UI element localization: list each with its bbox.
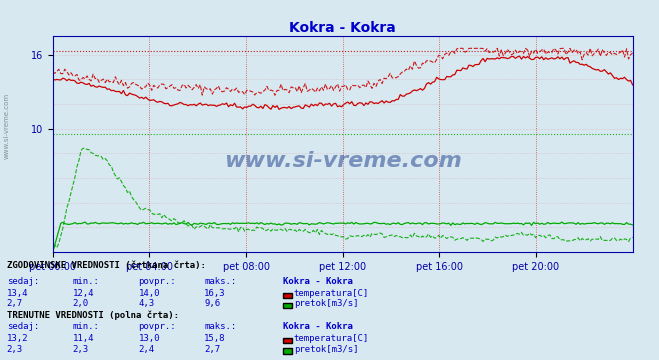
Text: 2,3: 2,3 xyxy=(7,345,22,354)
Text: temperatura[C]: temperatura[C] xyxy=(294,289,369,298)
Text: 2,4: 2,4 xyxy=(138,345,154,354)
Text: ZGODOVINSKE VREDNOSTI (črtkana črta):: ZGODOVINSKE VREDNOSTI (črtkana črta): xyxy=(7,261,206,270)
Text: min.:: min.: xyxy=(72,323,100,332)
Title: Kokra - Kokra: Kokra - Kokra xyxy=(289,21,396,35)
Text: 2,7: 2,7 xyxy=(204,345,220,354)
Text: povpr.:: povpr.: xyxy=(138,323,176,332)
Text: 16,3: 16,3 xyxy=(204,289,226,298)
Text: maks.:: maks.: xyxy=(204,323,237,332)
Text: min.:: min.: xyxy=(72,278,100,287)
Text: 13,2: 13,2 xyxy=(7,334,28,343)
Text: 13,0: 13,0 xyxy=(138,334,160,343)
Text: 4,3: 4,3 xyxy=(138,299,154,308)
Text: maks.:: maks.: xyxy=(204,278,237,287)
Text: pretok[m3/s]: pretok[m3/s] xyxy=(294,299,358,308)
Text: sedaj:: sedaj: xyxy=(7,323,39,332)
Text: Kokra - Kokra: Kokra - Kokra xyxy=(283,323,353,332)
Text: 2,0: 2,0 xyxy=(72,299,88,308)
Text: povpr.:: povpr.: xyxy=(138,278,176,287)
Text: 15,8: 15,8 xyxy=(204,334,226,343)
Text: 2,7: 2,7 xyxy=(7,299,22,308)
Text: temperatura[C]: temperatura[C] xyxy=(294,334,369,343)
Text: 11,4: 11,4 xyxy=(72,334,94,343)
Text: www.si-vreme.com: www.si-vreme.com xyxy=(3,93,9,159)
Text: pretok[m3/s]: pretok[m3/s] xyxy=(294,345,358,354)
Text: 12,4: 12,4 xyxy=(72,289,94,298)
Text: Kokra - Kokra: Kokra - Kokra xyxy=(283,278,353,287)
Text: 2,3: 2,3 xyxy=(72,345,88,354)
Text: 14,0: 14,0 xyxy=(138,289,160,298)
Text: 9,6: 9,6 xyxy=(204,299,220,308)
Text: TRENUTNE VREDNOSTI (polna črta):: TRENUTNE VREDNOSTI (polna črta): xyxy=(7,310,179,320)
Text: 13,4: 13,4 xyxy=(7,289,28,298)
Text: sedaj:: sedaj: xyxy=(7,278,39,287)
Text: www.si-vreme.com: www.si-vreme.com xyxy=(224,151,461,171)
